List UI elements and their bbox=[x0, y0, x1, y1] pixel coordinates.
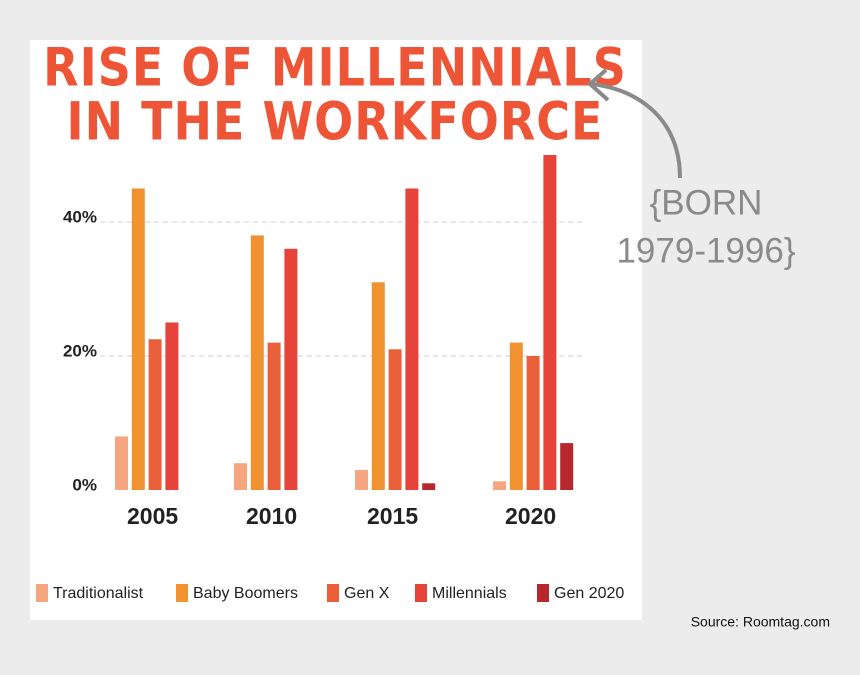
x-tick-label: 2010 bbox=[246, 503, 297, 529]
bar bbox=[543, 155, 557, 490]
bar bbox=[284, 248, 298, 490]
bar bbox=[371, 282, 385, 490]
y-tick-label: 40% bbox=[63, 207, 97, 226]
bar bbox=[493, 481, 506, 490]
bar bbox=[115, 436, 128, 490]
legend-label: Millennials bbox=[432, 585, 507, 602]
arrow-head bbox=[586, 68, 610, 102]
legend-label: Traditionalist bbox=[53, 585, 144, 602]
legend-label: Gen 2020 bbox=[554, 585, 624, 602]
bar bbox=[526, 356, 540, 490]
bar bbox=[509, 342, 523, 490]
y-tick-label: 20% bbox=[63, 341, 97, 360]
chart-title: RISE OF MILLENNIALS bbox=[43, 37, 627, 99]
bar bbox=[250, 235, 264, 490]
bar bbox=[560, 443, 574, 490]
bar bbox=[234, 463, 247, 490]
arrow bbox=[591, 82, 682, 179]
bar bbox=[405, 188, 419, 490]
legend-swatch bbox=[415, 584, 427, 602]
legend-swatch bbox=[176, 584, 188, 602]
x-tick-label: 2020 bbox=[505, 503, 556, 529]
legend-swatch bbox=[36, 584, 48, 602]
chart-title: IN THE WORKFORCE bbox=[67, 91, 604, 153]
bar bbox=[355, 469, 368, 490]
bar bbox=[165, 322, 179, 490]
legend-label: Baby Boomers bbox=[193, 585, 298, 602]
source: Source: Roomtag.com bbox=[691, 614, 830, 630]
bar bbox=[267, 342, 281, 490]
legend-label: Gen X bbox=[344, 585, 390, 602]
legend-swatch bbox=[327, 584, 339, 602]
bar bbox=[131, 188, 145, 490]
bar bbox=[148, 339, 162, 490]
bar bbox=[388, 349, 402, 490]
x-tick-label: 2015 bbox=[367, 503, 418, 529]
legend-swatch bbox=[537, 584, 549, 602]
annotation: {BORN bbox=[650, 183, 763, 222]
bar bbox=[422, 483, 436, 490]
annotation: 1979-1996} bbox=[616, 231, 795, 270]
x-tick-label: 2005 bbox=[127, 503, 178, 529]
y-tick-label: 0% bbox=[72, 475, 97, 494]
